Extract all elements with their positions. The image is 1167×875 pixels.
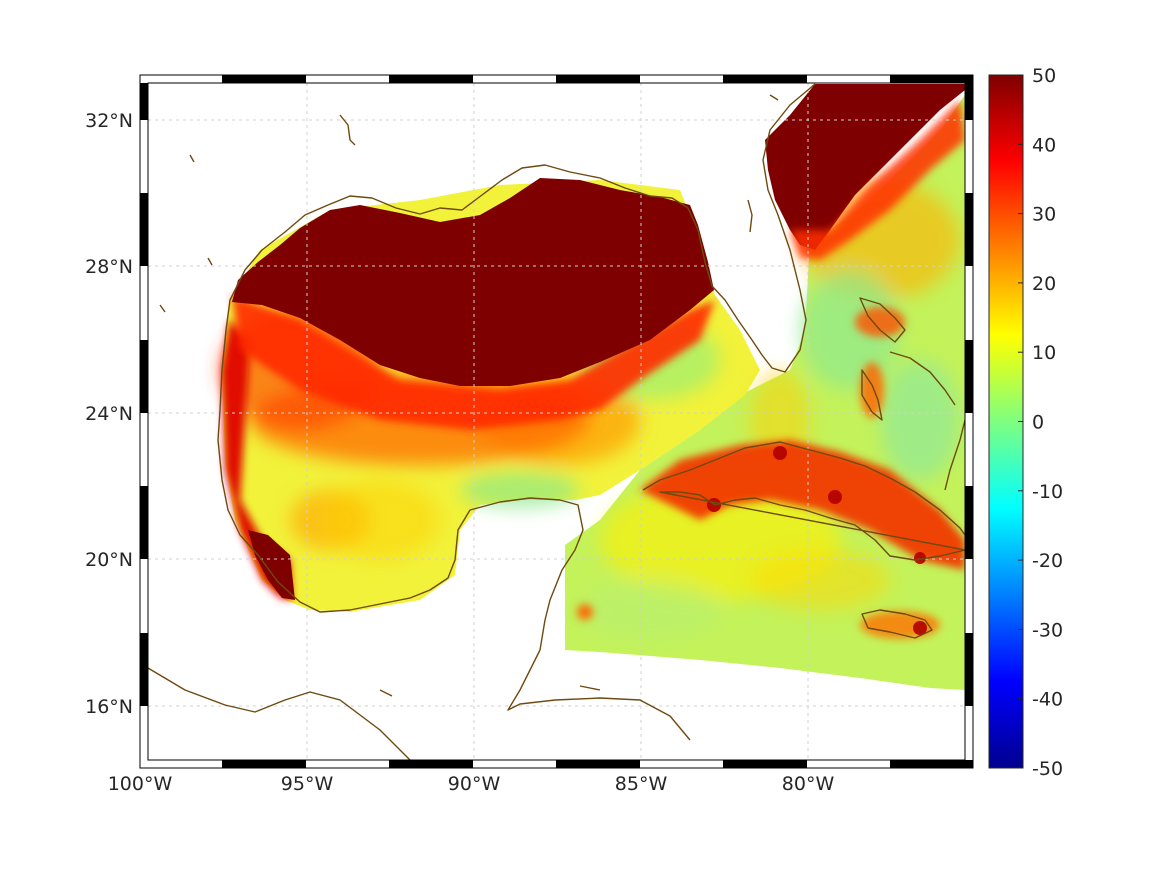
- map-frame: [139, 74, 974, 769]
- colorbar-tick-label: -50: [1032, 758, 1063, 780]
- map-grid: [148, 83, 965, 760]
- colorbar-tick-label: 40: [1032, 134, 1056, 156]
- lon-axis: 100°W 95°W 90°W 85°W 80°W: [108, 773, 835, 795]
- colorbar-tick-label: 10: [1032, 342, 1056, 364]
- lat-tick-label: 24°N: [85, 403, 133, 425]
- colorbar-tick-label: -10: [1032, 481, 1063, 503]
- data-field: [220, 84, 965, 690]
- colorbar: 50 40 30 20 10 0 -10 -20 -30 -40 -50: [988, 65, 1063, 780]
- colorbar-tick-label: 0: [1032, 412, 1044, 434]
- coastlines: [148, 83, 965, 760]
- lon-tick-label: 100°W: [108, 773, 173, 795]
- atlantic-saturation: [765, 84, 965, 250]
- colorbar-tick-label: 20: [1032, 273, 1056, 295]
- colorbar-tick-label: -40: [1032, 689, 1063, 711]
- lon-tick-label: 90°W: [448, 773, 501, 795]
- lon-tick-label: 95°W: [281, 773, 334, 795]
- lon-tick-label: 85°W: [615, 773, 668, 795]
- lat-tick-label: 28°N: [85, 256, 133, 278]
- mexico-coastal-saturation: [248, 530, 295, 600]
- colorbar-gradient: [988, 74, 1024, 769]
- lat-tick-label: 16°N: [85, 696, 133, 718]
- colorbar-tick-label: -30: [1032, 619, 1063, 641]
- lat-tick-label: 20°N: [85, 549, 133, 571]
- colorbar-tick-label: 50: [1032, 65, 1056, 87]
- northern-gulf-saturation: [232, 178, 714, 386]
- colorbar-tick-label: -20: [1032, 550, 1063, 572]
- colorbar-tick-label: 30: [1032, 204, 1056, 226]
- lat-axis: 32°N 28°N 24°N 20°N 16°N: [85, 110, 133, 718]
- lat-tick-label: 32°N: [85, 110, 133, 132]
- lon-tick-label: 80°W: [782, 773, 835, 795]
